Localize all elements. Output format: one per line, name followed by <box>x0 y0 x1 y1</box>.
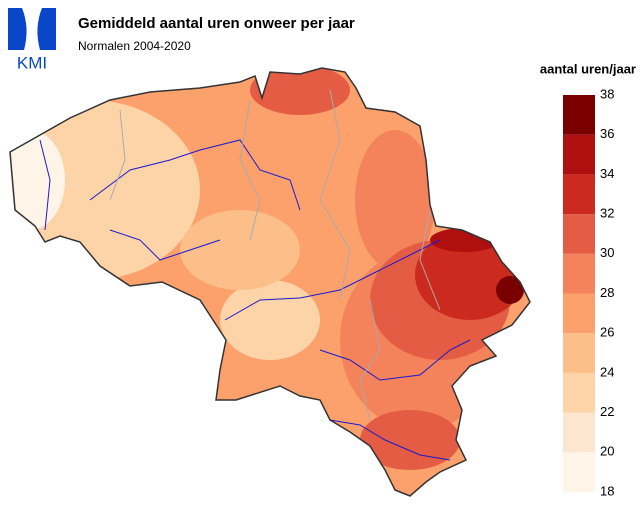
legend-bin <box>563 293 595 334</box>
legend-title: aantal uren/jaar <box>540 61 636 76</box>
legend-bin <box>563 412 595 453</box>
legend-bin <box>563 253 595 294</box>
legend-tick-label: 28 <box>600 285 614 300</box>
legend: 18 20 22 24 26 28 30 32 34 36 38 <box>563 86 614 498</box>
legend-tick-label: 18 <box>600 483 614 498</box>
legend-tick-label: 36 <box>600 126 614 141</box>
legend-tick-label: 20 <box>600 444 614 459</box>
legend-tick-label: 30 <box>600 245 614 260</box>
map <box>10 68 530 496</box>
legend-tick-label: 26 <box>600 325 614 340</box>
logo: KMI <box>8 8 56 72</box>
legend-bin <box>563 333 595 373</box>
legend-tick-label: 22 <box>600 404 614 419</box>
legend-tick-label: 32 <box>600 206 614 221</box>
legend-tick-label: 34 <box>600 166 614 181</box>
legend-tick-label: 24 <box>600 364 614 379</box>
legend-tick-label: 38 <box>600 86 614 101</box>
legend-bin <box>563 95 595 135</box>
legend-bin <box>563 214 595 254</box>
title: Gemiddeld aantal uren onweer per jaar <box>78 15 355 32</box>
legend-bin <box>563 452 595 492</box>
legend-bin <box>563 174 595 215</box>
legend-bin <box>563 134 595 175</box>
logo-text: KMI <box>17 53 47 72</box>
subtitle: Normalen 2004-2020 <box>78 39 191 53</box>
legend-bin <box>563 372 595 413</box>
